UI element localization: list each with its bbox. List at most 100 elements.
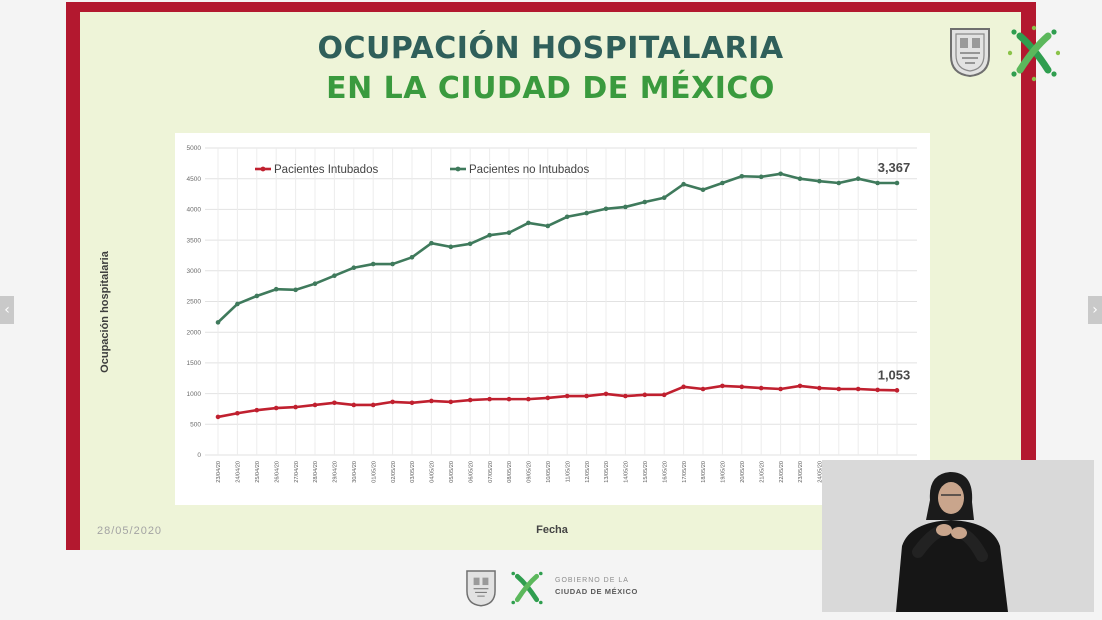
data-point xyxy=(351,265,357,271)
data-point xyxy=(254,293,260,299)
x-tick-label: 16/05/20 xyxy=(662,461,668,483)
x-tick-label: 26/04/20 xyxy=(274,461,280,483)
data-point xyxy=(506,230,512,236)
legend-label: Pacientes no Intubados xyxy=(469,164,589,176)
data-point xyxy=(623,393,628,399)
data-point xyxy=(700,187,706,193)
legend-label: Pacientes Intubados xyxy=(274,164,378,176)
data-point xyxy=(661,195,667,201)
x-tick-label: 25/04/20 xyxy=(255,461,261,483)
data-point xyxy=(875,387,880,393)
data-point xyxy=(720,180,725,186)
data-point xyxy=(681,181,686,187)
chevron-left-icon: ‹ xyxy=(4,302,10,318)
data-point xyxy=(817,385,822,391)
data-point xyxy=(215,414,221,420)
previous-slide-button[interactable]: ‹ xyxy=(0,296,14,324)
y-tick-label: 4500 xyxy=(187,176,202,183)
x-tick-label: 22/05/20 xyxy=(779,461,785,483)
data-point xyxy=(409,254,415,260)
x-tick-label: 18/05/20 xyxy=(701,461,707,483)
footer-shield-emblem-icon xyxy=(466,570,496,607)
data-point xyxy=(584,210,589,216)
data-point xyxy=(778,171,783,177)
cdmx-x-icon xyxy=(1008,25,1060,82)
data-point xyxy=(370,261,376,267)
data-point xyxy=(409,400,415,406)
sign-language-interpreter-video xyxy=(822,460,1094,612)
data-point xyxy=(273,286,279,292)
series-end-label: 1,053 xyxy=(878,367,911,382)
x-tick-label: 03/05/20 xyxy=(410,461,416,483)
x-tick-label: 07/05/20 xyxy=(488,461,494,483)
data-point xyxy=(254,407,260,413)
next-slide-button[interactable]: › xyxy=(1088,296,1102,324)
y-tick-label: 3500 xyxy=(187,237,202,244)
data-point xyxy=(681,384,686,390)
x-tick-label: 29/04/20 xyxy=(333,461,339,483)
x-tick-label: 19/05/20 xyxy=(721,461,727,483)
data-point xyxy=(506,396,512,402)
data-point xyxy=(526,396,531,402)
data-point xyxy=(817,178,822,184)
data-point xyxy=(642,392,648,398)
data-point xyxy=(720,383,725,389)
y-tick-label: 0 xyxy=(197,452,201,459)
slide-title-line2: EN LA CIUDAD DE MÉXICO xyxy=(326,71,775,106)
legend-marker xyxy=(260,166,266,172)
data-point xyxy=(875,180,880,186)
data-point xyxy=(603,206,609,212)
series-line xyxy=(217,172,897,324)
data-point xyxy=(293,287,298,293)
shield-emblem-icon xyxy=(950,28,990,78)
interpreter-figure xyxy=(822,460,1094,612)
data-point xyxy=(487,396,492,402)
data-point xyxy=(836,386,842,392)
data-point xyxy=(429,240,434,246)
data-point xyxy=(235,301,240,307)
x-tick-label: 06/05/20 xyxy=(468,461,474,483)
x-tick-label: 12/05/20 xyxy=(585,461,591,483)
x-tick-label: 24/05/20 xyxy=(818,461,824,483)
series-end-label: 3,367 xyxy=(878,160,911,175)
slide-date: 28/05/2020 xyxy=(97,525,163,537)
data-point xyxy=(778,386,783,392)
data-point xyxy=(642,199,648,205)
data-point xyxy=(661,392,667,398)
data-point xyxy=(564,393,570,399)
data-point xyxy=(448,244,454,250)
data-point xyxy=(545,395,551,401)
interpreter-left-hand xyxy=(936,524,952,536)
x-tick-label: 28/04/20 xyxy=(313,461,319,483)
data-point xyxy=(894,180,900,186)
data-point xyxy=(273,405,279,411)
y-tick-label: 3000 xyxy=(187,268,202,275)
data-point xyxy=(758,385,764,391)
x-tick-label: 23/05/20 xyxy=(798,461,804,483)
data-point xyxy=(351,402,357,408)
data-point xyxy=(487,232,492,238)
x-tick-label: 27/04/20 xyxy=(294,461,300,483)
data-point xyxy=(467,241,473,247)
data-point xyxy=(332,400,337,406)
interpreter-right-hand xyxy=(951,527,967,539)
x-tick-label: 15/05/20 xyxy=(643,461,649,483)
data-point xyxy=(855,386,861,392)
x-tick-label: 13/05/20 xyxy=(604,461,610,483)
data-point xyxy=(370,402,376,408)
x-axis-label: Fecha xyxy=(536,524,568,536)
chevron-right-icon: › xyxy=(1092,302,1098,318)
legend-marker xyxy=(455,166,461,172)
data-point xyxy=(293,404,298,410)
data-point xyxy=(467,397,473,403)
y-tick-label: 1000 xyxy=(187,391,202,398)
data-point xyxy=(545,223,551,229)
x-tick-label: 23/04/20 xyxy=(216,461,222,483)
data-point xyxy=(894,388,900,393)
y-tick-label: 500 xyxy=(190,422,201,429)
data-point xyxy=(448,399,454,405)
footer-gov-line1: GOBIERNO DE LA xyxy=(555,577,629,584)
data-point xyxy=(312,281,318,286)
data-point xyxy=(526,220,531,226)
data-point xyxy=(603,391,609,397)
